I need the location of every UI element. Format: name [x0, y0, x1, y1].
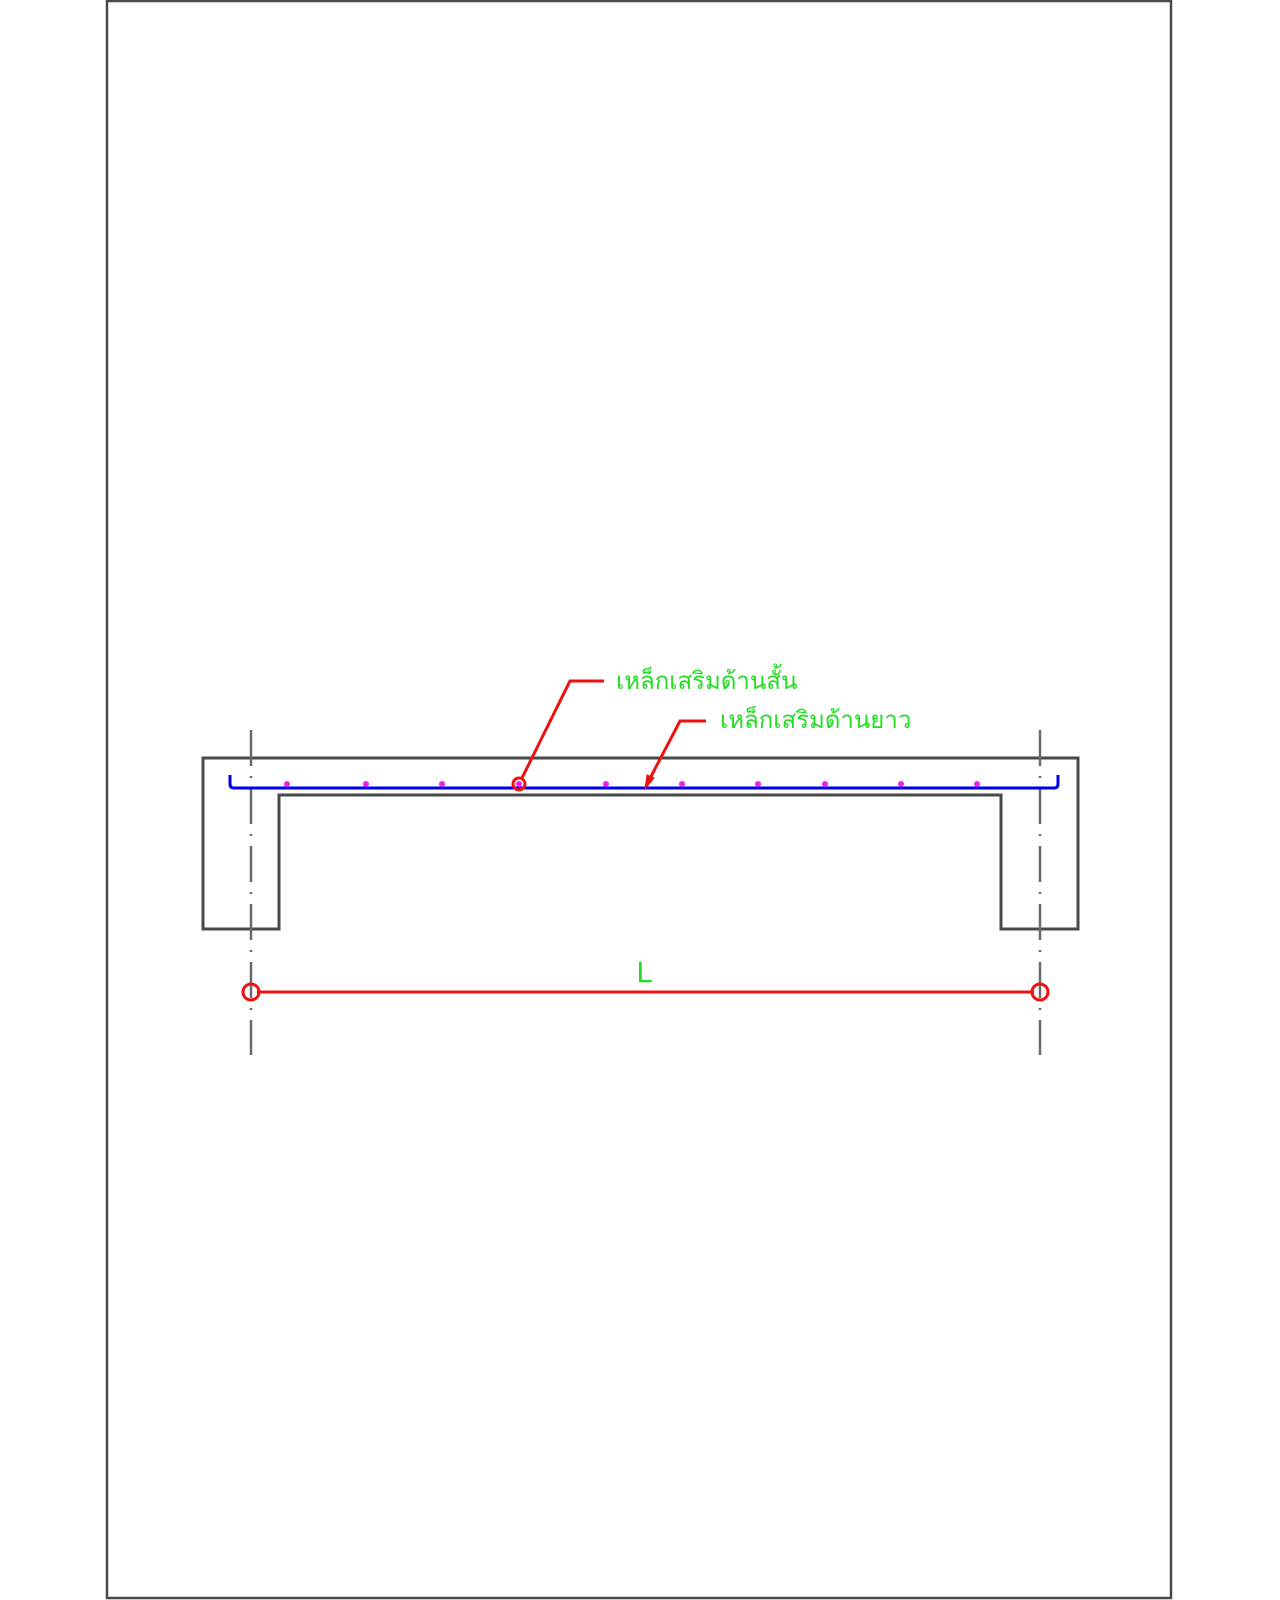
rebar-dot — [755, 781, 761, 787]
arrowhead — [644, 774, 655, 791]
rebar-dot — [363, 781, 369, 787]
rebar-dot — [603, 781, 609, 787]
label-long-span-rebar: เหล็กเสริมด้านยาว — [720, 705, 911, 734]
rebar-dot — [898, 781, 904, 787]
callout-circle — [511, 776, 527, 792]
label-short-span-rebar: เหล็กเสริมด้านสั้น — [616, 663, 797, 695]
dimension-endpoint-right — [1030, 982, 1050, 1002]
rebar-dot — [974, 781, 980, 787]
leader-long-span — [644, 719, 706, 791]
span-length-label: L — [636, 956, 652, 989]
rebar-dot — [439, 781, 445, 787]
rebar-dot — [822, 781, 828, 787]
sheet-border — [105, 0, 1173, 1600]
dimension-line — [241, 982, 1050, 1002]
rebar-dot — [284, 781, 290, 787]
dimension-endpoint-left — [241, 982, 261, 1002]
rebar-dot — [679, 781, 685, 787]
transverse-rebar-dots — [284, 781, 980, 787]
main-rebar — [228, 775, 1060, 790]
rebar-dot — [516, 781, 522, 787]
leader-short-span — [511, 679, 604, 792]
concrete-section-outline — [201, 756, 1080, 931]
